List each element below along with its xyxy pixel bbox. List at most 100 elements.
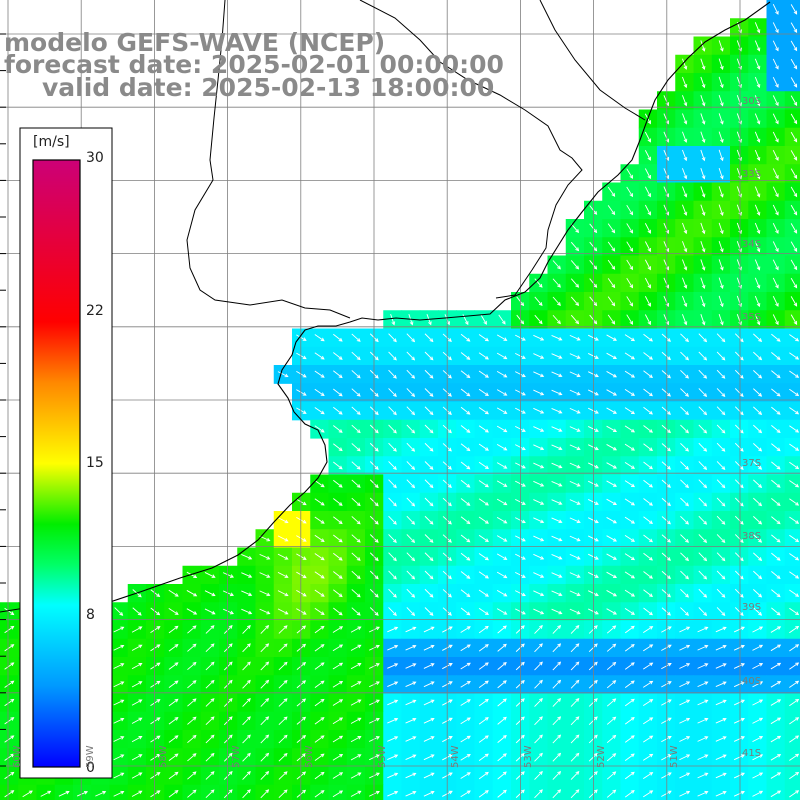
wind-arrow (661, 424, 671, 433)
wind-arrow-head (703, 466, 708, 471)
wind-arrow (626, 186, 633, 197)
wind-arrow-head (520, 752, 525, 757)
wind-arrow (697, 699, 708, 706)
lon-label: 53W (523, 745, 534, 768)
wind-arrow-head (447, 429, 452, 434)
wind-arrow (700, 113, 705, 124)
wind-arrow-head (576, 574, 581, 578)
wind-arrow (424, 570, 434, 580)
wind-arrow (754, 40, 760, 51)
lon-label: 58W (158, 745, 169, 768)
wind-arrow-head (320, 501, 325, 506)
wind-arrow-head (356, 484, 361, 488)
wind-arrow (406, 515, 415, 525)
wind-arrow-head (283, 661, 288, 666)
wind-arrow (351, 388, 361, 397)
wind-arrow (718, 277, 724, 289)
wind-arrow-head (758, 575, 763, 580)
wind-arrow (771, 352, 781, 360)
wind-arrow (644, 296, 651, 307)
wind-arrow (478, 717, 489, 725)
wind-arrow (314, 699, 325, 707)
wind-arrow-head (575, 698, 580, 702)
wind-arrow-head (647, 248, 651, 253)
wind-arrow-head (704, 754, 709, 758)
wind-arrow-head (539, 716, 543, 721)
wind-arrow-head (521, 556, 526, 560)
wind-arrow-head (758, 502, 763, 507)
wind-arrow-head (466, 520, 471, 525)
wind-arrow (607, 186, 615, 197)
wind-arrow-head (320, 428, 325, 433)
wind-arrow-head (721, 374, 726, 379)
speed-cell (784, 492, 800, 512)
wind-arrow (333, 370, 343, 378)
wind-arrow-head (667, 593, 671, 598)
wind-arrow (752, 736, 763, 743)
wind-arrow (277, 553, 288, 560)
wind-arrow-head (795, 771, 800, 776)
wind-arrow (351, 516, 361, 525)
forecast-date: forecast date: 2025-02-01 00:00:00 (4, 50, 504, 79)
wind-arrow (790, 277, 798, 288)
wind-arrow-head (411, 593, 416, 598)
wind-arrow (772, 40, 779, 51)
wind-arrow (351, 406, 361, 415)
wind-arrow (351, 479, 361, 488)
wind-arrow (388, 369, 397, 379)
wind-arrow-head (540, 519, 545, 524)
wind-arrow-head (374, 484, 379, 489)
wind-arrow-head (756, 229, 761, 235)
colorbar-tick-label: 15 (86, 455, 104, 471)
wind-arrow (588, 771, 598, 780)
wind-arrow (624, 771, 635, 780)
wind-arrow (606, 771, 616, 780)
wind-arrow-head (339, 753, 344, 758)
wind-arrow-head (594, 483, 599, 487)
wind-arrow (405, 627, 416, 633)
wind-arrow (551, 408, 562, 414)
colorbar-tick-label: 22 (86, 303, 104, 319)
wind-arrow-head (795, 447, 800, 451)
wind-arrow-head (411, 502, 416, 507)
wind-arrow (663, 186, 669, 197)
wind-arrow (260, 789, 269, 799)
wind-arrow (333, 516, 343, 524)
wind-arrow-head (466, 483, 471, 488)
wind-arrow-head (647, 175, 651, 180)
wind-arrow-head (156, 790, 161, 794)
wind-arrow-head (667, 429, 671, 434)
wind-arrow (606, 334, 617, 341)
wind-arrow-head (629, 174, 634, 179)
wind-arrow (643, 443, 653, 451)
wind-arrow (496, 334, 507, 341)
wind-arrow (663, 149, 669, 161)
wind-arrow-head (338, 575, 343, 579)
wind-arrow (587, 608, 599, 615)
wind-arrow-head (649, 772, 654, 776)
wind-arrow (204, 590, 216, 596)
wind-arrow-head (739, 374, 744, 379)
wind-arrow (460, 406, 470, 415)
wind-arrow-head (701, 138, 706, 143)
wind-arrow (388, 442, 397, 452)
wind-arrow-head (430, 644, 435, 649)
wind-arrow (480, 314, 487, 325)
speed-cell (730, 784, 749, 800)
wind-arrow-head (412, 644, 417, 649)
wind-arrow-head (484, 337, 489, 342)
wind-arrow-head (283, 734, 288, 739)
wind-arrow (406, 351, 415, 361)
wind-arrow-head (647, 156, 651, 161)
wind-arrow (314, 626, 325, 634)
wind-arrow-head (192, 643, 197, 648)
wind-arrow-head (795, 410, 800, 415)
lat-label: 38S (742, 531, 762, 542)
wind-arrow-head (503, 465, 508, 469)
wind-arrow (478, 407, 489, 415)
wind-arrow (387, 718, 398, 724)
wind-arrow (387, 791, 398, 797)
wind-arrow-head (631, 355, 636, 360)
wind-arrow-head (302, 771, 307, 776)
wind-arrow (752, 717, 763, 724)
